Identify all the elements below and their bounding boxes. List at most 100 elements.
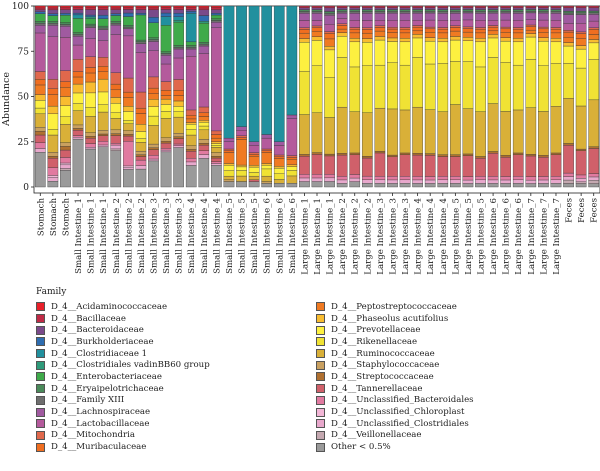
bar-segment <box>475 179 486 184</box>
bar-segment <box>462 11 474 14</box>
bar-segment <box>424 183 436 188</box>
bar-segment <box>336 5 348 8</box>
bar-segment <box>424 40 436 65</box>
bar-segment <box>148 125 159 145</box>
bar-segment <box>374 36 386 41</box>
bar-segment <box>525 107 537 155</box>
legend-item: D_4__Lachnospiraceae <box>36 406 210 418</box>
bar-segment <box>248 154 260 157</box>
x-tick-label: Small Intestine_3 <box>149 198 159 274</box>
bar-segment <box>97 27 109 30</box>
bar-segment <box>563 31 574 38</box>
bar-segment <box>387 156 398 177</box>
bar-segment <box>34 100 46 109</box>
bar-segment <box>286 155 298 158</box>
bar-segment <box>512 154 524 177</box>
bar-segment <box>450 27 461 32</box>
bar-segment <box>34 127 46 132</box>
y-axis-label: Abundance <box>1 72 12 127</box>
bar-segment <box>462 108 474 155</box>
bar-segment <box>575 14 587 24</box>
bar-segment <box>123 97 134 107</box>
bar-segment <box>211 156 222 159</box>
bar-segment <box>299 7 310 10</box>
bar-segment <box>387 41 398 63</box>
bar-segment <box>110 135 122 144</box>
bar-segment <box>437 63 449 112</box>
legend-item: Other < 0.5% <box>316 441 474 453</box>
bar-segment <box>525 183 537 188</box>
bar-segment <box>538 65 549 112</box>
bar-segment <box>487 7 499 10</box>
bar-segment <box>299 156 310 175</box>
x-tick-label: Stomach <box>36 198 46 237</box>
bar-segment <box>525 155 537 177</box>
bar-segment <box>261 163 273 166</box>
bar-segment <box>361 5 373 8</box>
bar-segment <box>72 76 84 85</box>
bar-segment <box>135 12 147 16</box>
bar-segment <box>500 32 511 38</box>
legend-item: D_4__Ruminococcaceae <box>316 348 474 360</box>
bar-segment <box>525 59 537 108</box>
bar-segment <box>198 45 210 54</box>
bar-segment <box>324 46 335 51</box>
bar-segment <box>487 179 499 184</box>
bar-segment <box>97 29 109 41</box>
bar-segment <box>34 148 46 153</box>
bar-segment <box>437 179 449 184</box>
bar-segment <box>387 176 398 181</box>
bar-segment <box>185 165 197 188</box>
bar-segment <box>424 37 436 42</box>
bar-segment <box>437 11 449 14</box>
bar-segment <box>148 37 159 40</box>
bar-segment <box>110 118 122 131</box>
bar-segment <box>361 29 373 34</box>
bar-segment <box>412 9 423 12</box>
bar-segment <box>299 114 310 155</box>
bar-segment <box>588 99 600 147</box>
bar-segment <box>261 134 273 139</box>
legend-label: D_4__Ruminococcaceae <box>331 348 435 359</box>
bar-segment <box>248 175 260 180</box>
bar-segment <box>512 12 524 21</box>
bar-segment <box>550 152 562 155</box>
bar-segment <box>462 5 474 8</box>
bar-segment <box>236 181 247 188</box>
bar-segment <box>324 14 335 25</box>
bar-segment <box>160 53 172 56</box>
bar-segment <box>399 12 411 21</box>
bar-segment <box>336 18 348 24</box>
bar-segment <box>123 35 134 79</box>
bar-segment <box>450 30 461 37</box>
legend-item: D_4__Prevotellaceae <box>316 324 474 336</box>
bar-segment <box>173 90 184 96</box>
bar-segment <box>450 156 461 177</box>
bar-segment <box>361 183 373 188</box>
bar-segment <box>160 148 172 151</box>
bar-segment <box>185 11 197 14</box>
bar-segment <box>299 181 310 188</box>
legend-label: D_4__Acidaminococcaceae <box>51 301 168 312</box>
bar-segment <box>462 37 474 41</box>
bar-segment <box>450 154 461 157</box>
bar-segment <box>185 124 197 130</box>
legend-label: D_4__Eryaipelotrichaceae <box>51 383 164 394</box>
bar-segment <box>500 37 511 42</box>
bars-layer <box>34 5 600 188</box>
bar-segment <box>47 177 59 182</box>
bar-segment <box>223 165 235 171</box>
bar-segment <box>198 122 210 127</box>
bar-segment <box>173 116 184 134</box>
x-tick-label: Large Intestine_4 <box>414 197 424 274</box>
bar-segment <box>97 7 109 10</box>
legend-swatch <box>36 337 45 347</box>
bar-segment <box>324 174 335 179</box>
y-tick-label: 75 <box>18 47 30 57</box>
bar-segment <box>135 7 147 10</box>
bar-segment <box>97 14 109 19</box>
bar-segment <box>374 107 386 152</box>
bar-segment <box>487 30 499 35</box>
bar-segment <box>412 7 423 10</box>
bar-segment <box>173 138 184 145</box>
